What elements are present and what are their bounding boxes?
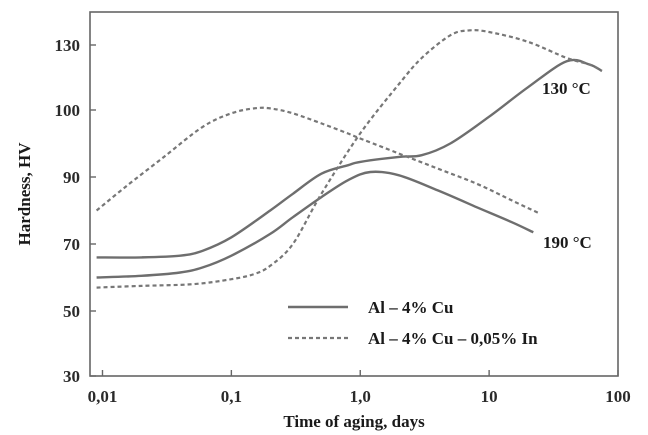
plot-frame [89, 11, 619, 377]
x-tick-label: 0,1 [221, 387, 242, 406]
series-lines [95, 29, 603, 289]
y-axis-ticks: 30 50 70 90 100 130 [55, 36, 96, 386]
x-axis-label: Time of aging, days [283, 412, 425, 431]
y-axis-label: Hardness, HV [15, 142, 34, 246]
legend-label-al-cu-in: Al – 4% Cu – 0,05% In [368, 329, 538, 348]
legend: Al – 4% Cu Al – 4% Cu – 0,05% In [288, 298, 538, 348]
x-tick-label: 10 [481, 387, 498, 406]
legend-label-al-cu: Al – 4% Cu [368, 298, 453, 317]
y-tick-label: 130 [55, 36, 81, 55]
y-tick-label: 50 [63, 302, 80, 321]
annotation-130c: 130 °C [542, 79, 591, 98]
y-tick-label: 70 [63, 235, 80, 254]
x-tick-label: 100 [605, 387, 631, 406]
y-tick-label: 90 [63, 168, 80, 187]
y-tick-label: 30 [63, 367, 80, 386]
series-line-0 [96, 58, 603, 259]
series-line-3 [96, 29, 603, 289]
x-tick-label: 1,0 [350, 387, 371, 406]
y-tick-label: 100 [55, 101, 81, 120]
x-axis-ticks: 0,01 0,1 1,0 10 100 [88, 370, 631, 406]
x-tick-label: 0,01 [88, 387, 118, 406]
annotation-190c: 190 °C [543, 233, 592, 252]
series-line-1 [96, 170, 534, 279]
